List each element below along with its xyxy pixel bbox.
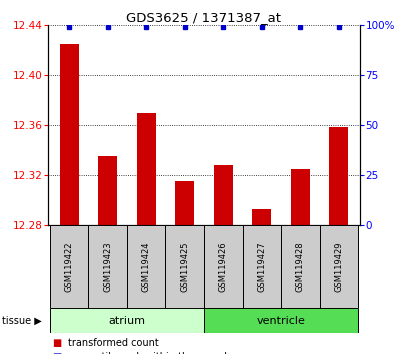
Text: transformed count: transformed count bbox=[68, 338, 158, 348]
Bar bbox=[60, 44, 79, 225]
Title: GDS3625 / 1371387_at: GDS3625 / 1371387_at bbox=[126, 11, 282, 24]
Text: GSM119423: GSM119423 bbox=[103, 241, 112, 292]
Text: GSM119426: GSM119426 bbox=[219, 241, 228, 292]
Bar bbox=[281, 225, 320, 308]
Bar bbox=[88, 225, 127, 308]
Bar bbox=[243, 225, 281, 308]
Bar bbox=[252, 209, 271, 225]
Text: GSM119424: GSM119424 bbox=[142, 241, 151, 292]
Bar bbox=[320, 225, 358, 308]
Bar bbox=[137, 113, 156, 225]
Text: GSM119422: GSM119422 bbox=[65, 241, 74, 292]
Bar bbox=[214, 165, 233, 225]
Text: GSM119425: GSM119425 bbox=[180, 241, 189, 292]
Bar bbox=[166, 225, 204, 308]
Text: ■: ■ bbox=[52, 352, 61, 354]
Text: ventricle: ventricle bbox=[257, 315, 305, 325]
Bar bbox=[127, 225, 166, 308]
Bar bbox=[50, 308, 204, 333]
Bar bbox=[329, 127, 348, 225]
Bar bbox=[175, 181, 194, 225]
Text: atrium: atrium bbox=[109, 315, 145, 325]
Bar bbox=[204, 308, 358, 333]
Bar bbox=[50, 225, 88, 308]
Text: tissue ▶: tissue ▶ bbox=[2, 315, 42, 325]
Bar bbox=[98, 156, 117, 225]
Text: percentile rank within the sample: percentile rank within the sample bbox=[68, 352, 233, 354]
Bar bbox=[291, 169, 310, 225]
Text: ■: ■ bbox=[52, 338, 61, 348]
Text: GSM119429: GSM119429 bbox=[334, 241, 343, 292]
Bar bbox=[204, 225, 243, 308]
Text: GSM119428: GSM119428 bbox=[296, 241, 305, 292]
Text: GSM119427: GSM119427 bbox=[257, 241, 266, 292]
